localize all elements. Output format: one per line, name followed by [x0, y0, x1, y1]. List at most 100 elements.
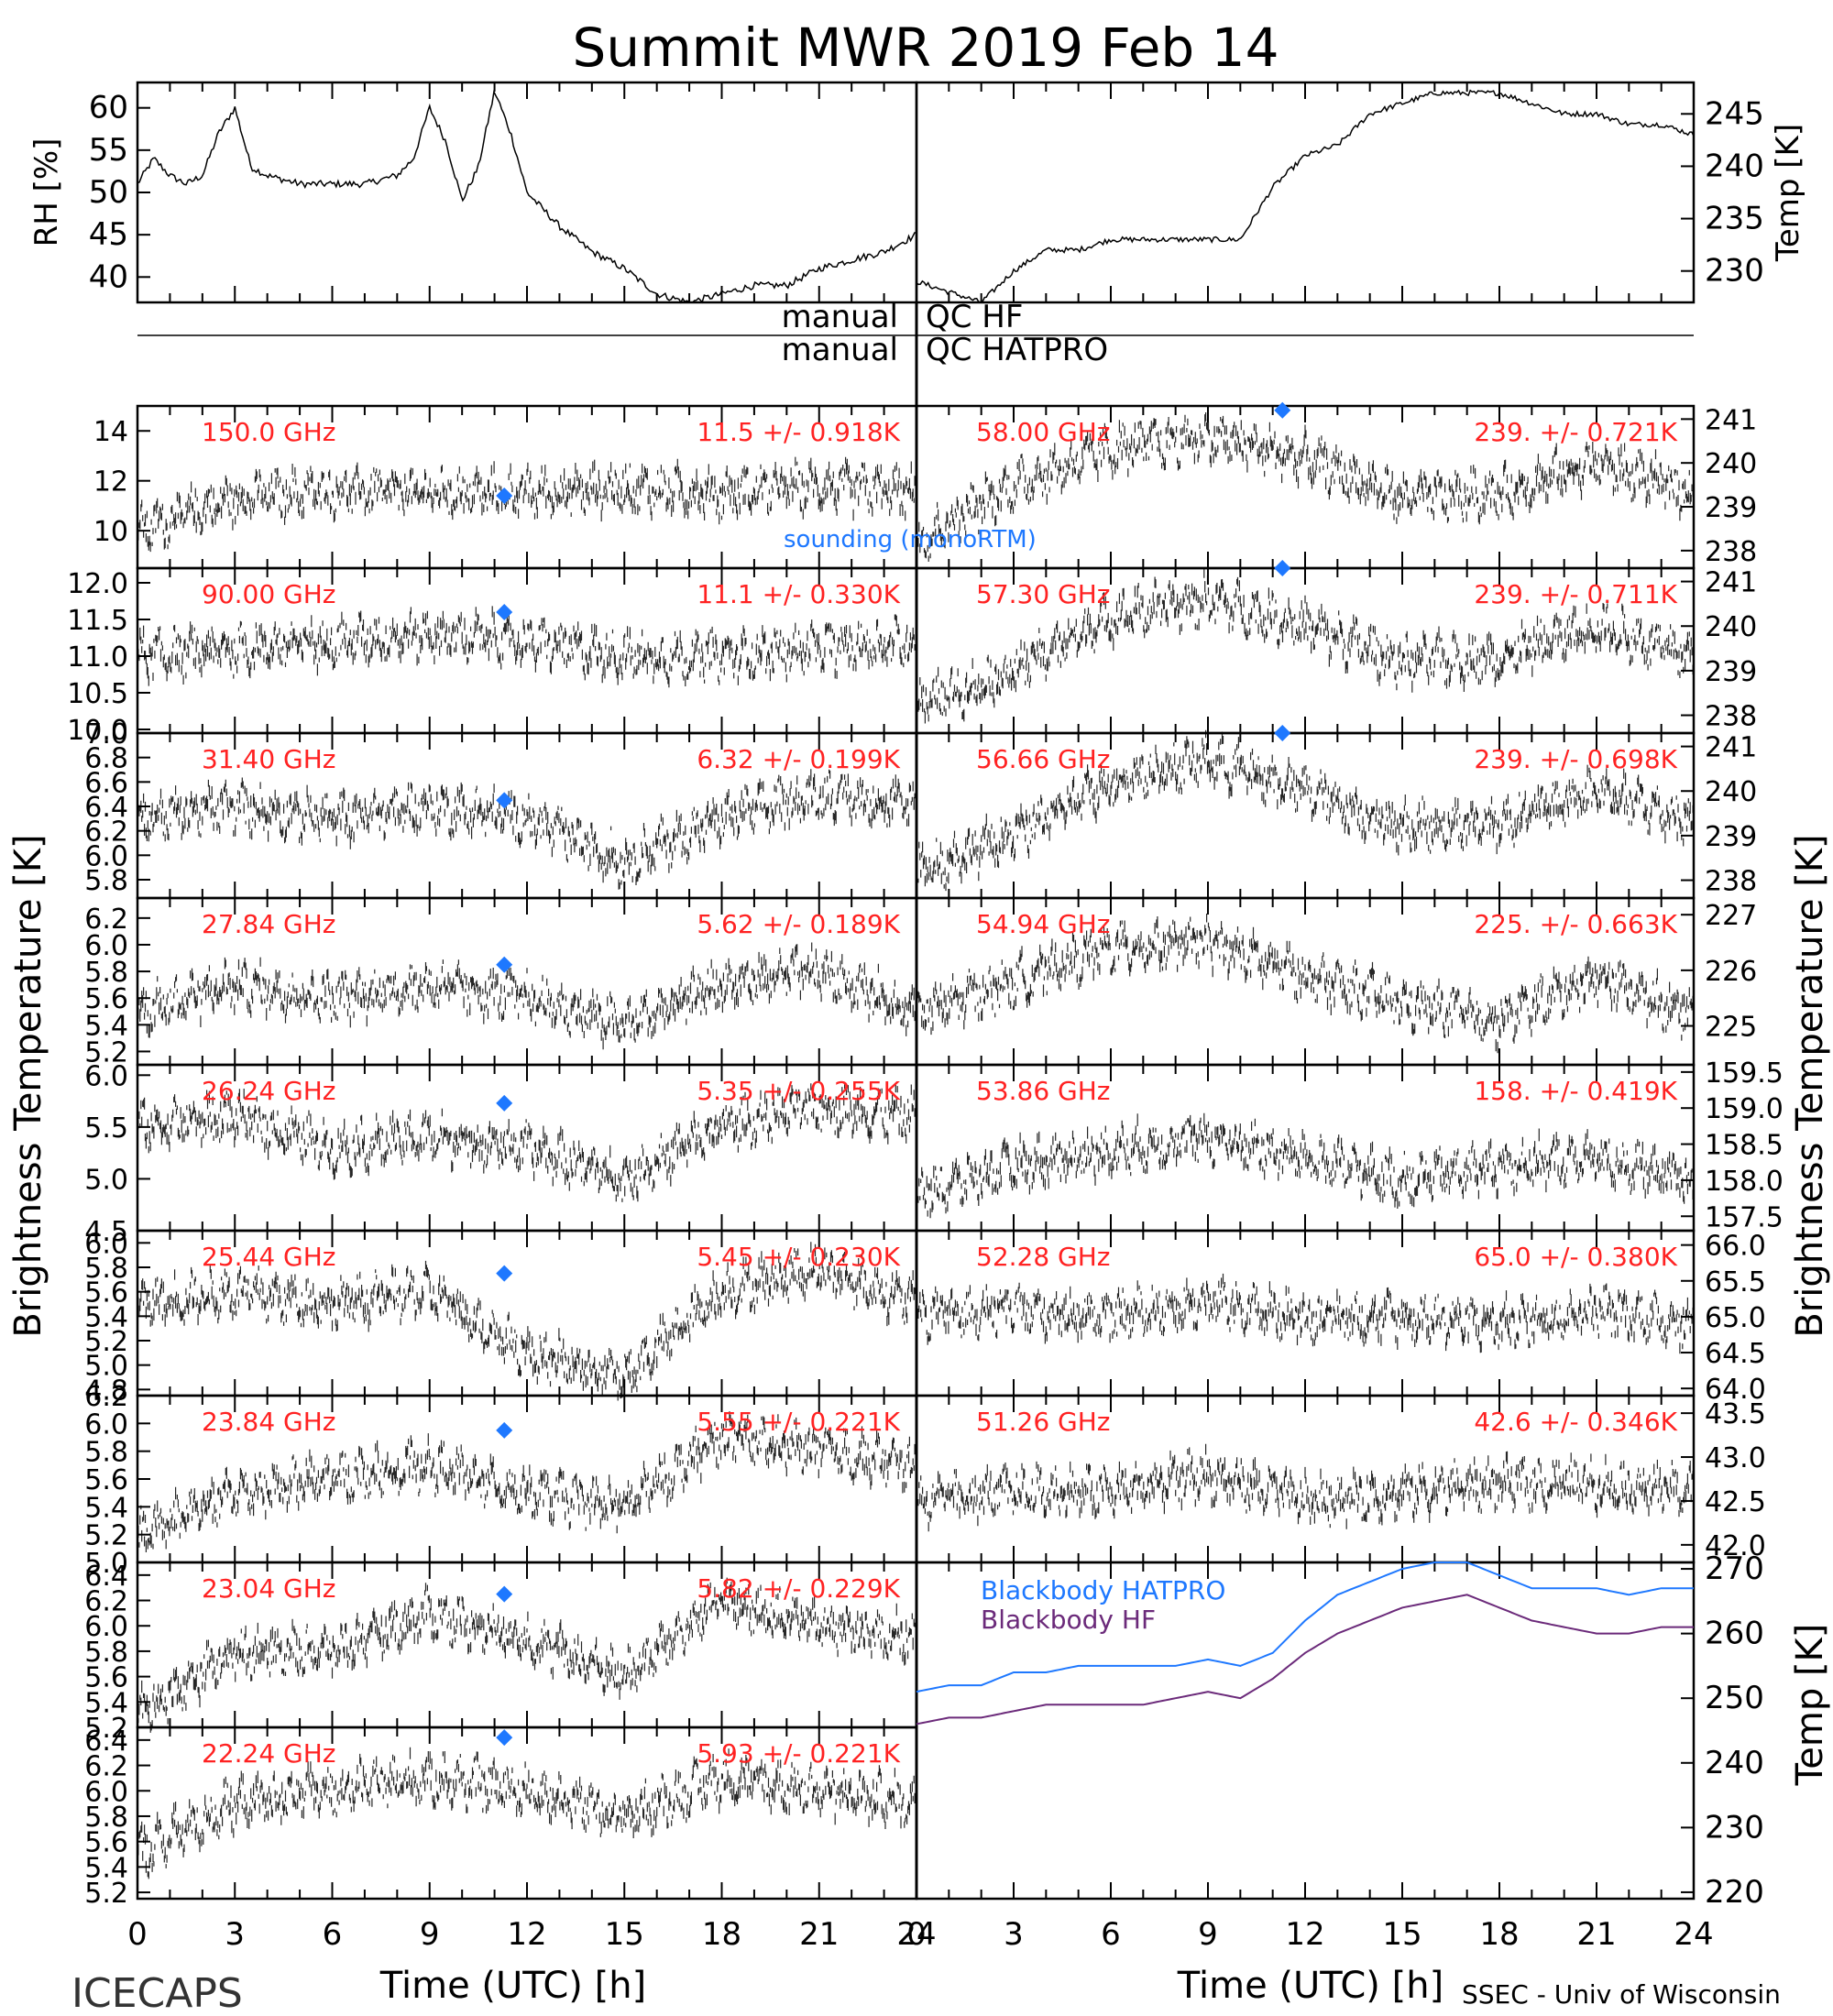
icecaps-label: ICECAPS — [71, 1970, 243, 2016]
f25-ytick-label: 6.0 — [84, 1228, 128, 1260]
temp-ytick-label: 245 — [1705, 95, 1764, 132]
f26-stat-label: 5.35 +/- 0.255K — [697, 1076, 900, 1106]
f23_04-ytick-label: 6.2 — [84, 1586, 128, 1618]
f23_84-ytick-label: 5.4 — [84, 1492, 128, 1524]
f54-ytick-label: 225 — [1705, 1012, 1757, 1044]
credit-label: SSEC - Univ of Wisconsin — [1462, 1979, 1781, 2010]
f51-ytick-label: 42.0 — [1705, 1530, 1766, 1562]
f53-ytick-label: 157.5 — [1705, 1201, 1784, 1233]
f150-ytick-label: 10 — [93, 516, 128, 548]
f51-ytick-label: 43.5 — [1705, 1398, 1766, 1430]
temp-frame — [915, 81, 1696, 304]
f27-ytick-label: 5.6 — [84, 983, 128, 1015]
figure-title: Summit MWR 2019 Feb 14 — [573, 16, 1279, 79]
f23_84-ytick-label: 6.0 — [84, 1408, 128, 1441]
blackbody-ytick-label: 230 — [1705, 1809, 1764, 1846]
f53-scatter — [916, 1112, 1694, 1219]
f22-frequency-label: 22.24 GHz — [202, 1738, 336, 1769]
f52-ytick-label: 64.5 — [1705, 1338, 1766, 1370]
f31-ytick-label: 6.2 — [84, 816, 128, 849]
qc-hf-label-left: manual — [782, 299, 898, 335]
f26-scatter — [137, 1083, 916, 1202]
f26-ytick-label: 5.0 — [84, 1164, 128, 1196]
f23_84-ytick-label: 5.2 — [84, 1520, 128, 1552]
f56-ytick-label: 239 — [1705, 821, 1757, 853]
f54-ytick-label: 226 — [1705, 956, 1757, 988]
right-xtick-label: 15 — [1382, 1916, 1421, 1953]
rh-axis-label: RH [%] — [28, 138, 65, 247]
f52-ytick-label: 66.0 — [1705, 1231, 1766, 1263]
blackbody-series-1 — [916, 1594, 1694, 1726]
f23_04-ytick-label: 5.8 — [84, 1637, 128, 1669]
blackbody-legend-1: Blackbody HF — [981, 1605, 1156, 1635]
f150-ytick-label: 12 — [93, 466, 128, 499]
blackbody-ytick-label: 240 — [1705, 1745, 1764, 1781]
f53-frequency-label: 53.86 GHz — [976, 1076, 1111, 1106]
f23_04-sounding-point — [496, 1585, 513, 1603]
x-axis-title-left: Time (UTC) [h] — [379, 1965, 646, 2007]
f58-ytick-label: 239 — [1705, 492, 1757, 524]
left-xtick-label: 24 — [896, 1916, 936, 1953]
f26-ytick-label: 5.5 — [84, 1112, 128, 1145]
f52-ytick-label: 65.0 — [1705, 1302, 1766, 1334]
f23_04-ytick-label: 6.4 — [84, 1561, 128, 1593]
f54-ytick-label: 227 — [1705, 900, 1757, 932]
f23_84-stat-label: 5.55 +/- 0.221K — [697, 1407, 900, 1437]
f23_04-ytick-label: 6.0 — [84, 1611, 128, 1643]
right-xtick-label: 9 — [1198, 1916, 1218, 1953]
f56-ytick-label: 240 — [1705, 776, 1757, 808]
f58-ytick-label: 238 — [1705, 536, 1757, 568]
f53-ytick-label: 159.0 — [1705, 1093, 1784, 1125]
f26-sounding-point — [496, 1094, 513, 1112]
rh-ytick-label: 55 — [89, 132, 128, 169]
sounding-legend: sounding (monoRTM) — [784, 526, 1037, 553]
f57-ytick-label: 238 — [1705, 701, 1757, 733]
qc-hatpro-label-right: QC HATPRO — [926, 332, 1108, 368]
chart-marks: 150.0 GHz 11.5 +/- 0.918K 90.00 GHz 11.1 +/… — [137, 89, 1695, 1879]
f51-frequency-label: 51.26 GHz — [976, 1407, 1111, 1437]
blackbody-ytick-label: 270 — [1705, 1550, 1764, 1587]
f22-ytick-label: 6.2 — [84, 1751, 128, 1783]
f53-ytick-label: 159.5 — [1705, 1057, 1784, 1090]
f22-ytick-label: 6.4 — [84, 1726, 128, 1758]
f57-frequency-label: 57.30 GHz — [976, 579, 1111, 609]
f52-scatter — [916, 1273, 1694, 1354]
f54-stat-label: 225. +/- 0.663K — [1474, 909, 1677, 939]
f52-ytick-label: 65.5 — [1705, 1266, 1766, 1298]
f27-ytick-label: 5.2 — [84, 1036, 128, 1068]
right-xtick-label: 6 — [1101, 1916, 1121, 1953]
rh-ytick-label: 50 — [89, 174, 128, 211]
f23_04-frequency-label: 23.04 GHz — [202, 1573, 336, 1604]
f90-frequency-label: 90.00 GHz — [202, 579, 336, 609]
f90-stat-label: 11.1 +/- 0.330K — [697, 579, 900, 609]
f54-frequency-label: 54.94 GHz — [976, 909, 1111, 939]
f150-ytick-label: 14 — [93, 416, 128, 448]
left-xtick-label: 21 — [799, 1916, 839, 1953]
right-xtick-label: 3 — [1004, 1916, 1024, 1953]
f26-frequency-label: 26.24 GHz — [202, 1076, 336, 1106]
f25-stat-label: 5.45 +/- 0.230K — [697, 1242, 900, 1272]
f23_84-frequency-label: 23.84 GHz — [202, 1407, 336, 1437]
f23_04-scatter — [137, 1577, 916, 1733]
temp-ytick-label: 235 — [1705, 201, 1764, 237]
f90-ytick-label: 12.0 — [67, 568, 128, 600]
f31-ytick-label: 5.8 — [84, 865, 128, 897]
f57-ytick-label: 240 — [1705, 611, 1757, 643]
rh-ytick-label: 60 — [89, 90, 128, 126]
left-xtick-label: 18 — [702, 1916, 741, 1953]
f31-ytick-label: 6.6 — [84, 767, 128, 799]
blackbody-ytick-label: 220 — [1705, 1874, 1764, 1911]
f22-scatter — [137, 1747, 916, 1879]
f25-ytick-label: 5.6 — [84, 1277, 128, 1309]
f31-sounding-point — [496, 792, 513, 809]
f58-sounding-point — [1274, 401, 1291, 419]
f23_84-ytick-label: 5.0 — [84, 1548, 128, 1580]
f27-stat-label: 5.62 +/- 0.189K — [697, 909, 900, 939]
f150-sounding-point — [496, 488, 513, 505]
f23_84-ytick-label: 5.6 — [84, 1464, 128, 1496]
f57-scatter — [916, 568, 1694, 724]
temp-axis-label: Temp [K] — [1770, 124, 1806, 262]
f90-ytick-label: 11.5 — [67, 605, 128, 637]
rh-line — [137, 89, 917, 304]
